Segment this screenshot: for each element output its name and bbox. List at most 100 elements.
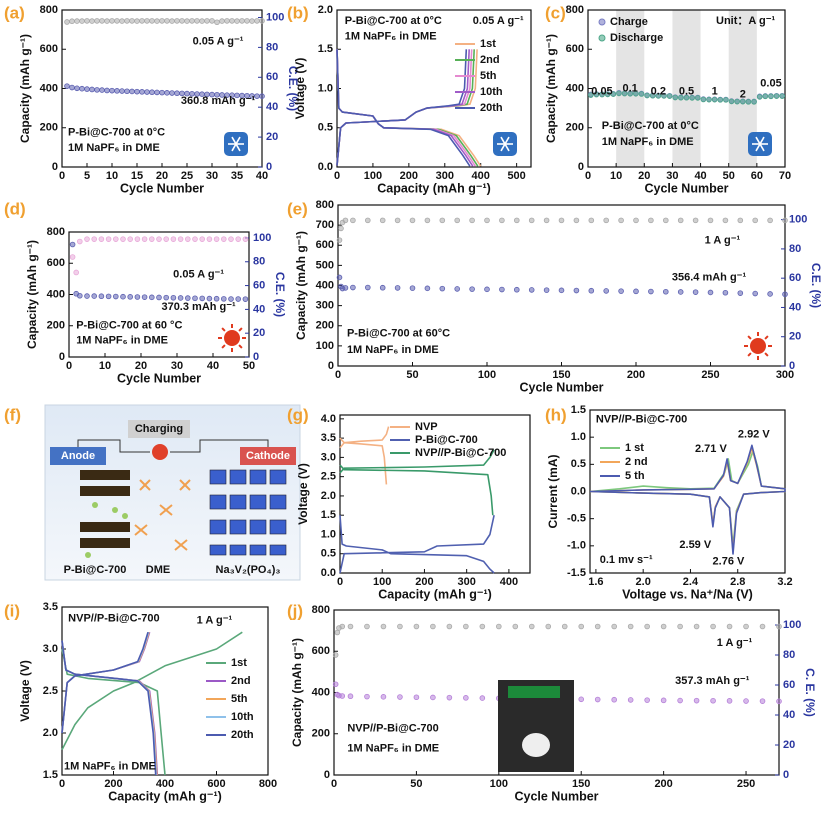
data-point [159, 18, 165, 24]
electrolyte: DME [146, 564, 170, 576]
y-tick-label: 800 [47, 226, 65, 238]
anode-box [50, 447, 106, 465]
data-point [89, 86, 95, 93]
x-tick-label: 0 [585, 170, 591, 182]
data-point [342, 217, 349, 224]
data-point [496, 623, 502, 630]
x-axis-title: Capacity (mAh g⁻¹) [378, 587, 492, 601]
data-point [235, 236, 242, 242]
y-tick-label: 200 [566, 122, 584, 134]
x-axis-title: Capacity (mAh g⁻¹) [377, 181, 491, 195]
data-point [74, 85, 80, 92]
data-point [644, 92, 650, 99]
x-tick-label: 200 [627, 369, 645, 381]
data-point [163, 236, 170, 242]
data-point [119, 18, 125, 24]
x-tick-label: 100 [364, 170, 382, 182]
data-point [144, 89, 150, 95]
cathode-crystals [209, 469, 287, 556]
y2-tick-label: 0 [253, 351, 259, 363]
data-point [69, 241, 76, 248]
data-point [99, 18, 105, 24]
data-point [209, 18, 215, 24]
annotation: 0.2 [651, 86, 666, 98]
data-point [603, 288, 609, 294]
heat-icon [750, 338, 766, 354]
data-point [235, 296, 242, 302]
heat-icon-ray [747, 335, 752, 340]
cathode-box [240, 447, 296, 465]
y-tick-label: 1.0 [321, 528, 336, 540]
data-point [185, 295, 191, 301]
data-point [228, 236, 234, 242]
annotation: 360.8 mAh g⁻¹ [181, 95, 256, 107]
data-point [89, 18, 95, 24]
panel-label: (f) [4, 405, 21, 424]
legend-label: 2 nd [625, 456, 648, 468]
panel-label: (g) [287, 405, 309, 424]
data-point [259, 93, 265, 99]
y2-tick-label: 20 [253, 327, 265, 339]
annotation: 2.59 V [679, 539, 711, 551]
data-point [499, 217, 505, 224]
data-point [154, 18, 160, 24]
plug-icon [152, 444, 168, 460]
data-point [206, 295, 213, 302]
annotation: 1 A g⁻¹ [197, 614, 233, 626]
data-point [513, 286, 520, 293]
x-tick-label: 25 [181, 170, 193, 182]
y2-tick-label: 80 [789, 243, 801, 255]
data-point [734, 98, 740, 105]
data-point [484, 217, 490, 224]
data-point [633, 217, 639, 224]
data-point [717, 97, 724, 103]
y-tick-label: 2.5 [43, 685, 58, 697]
data-point [249, 18, 255, 24]
y-tick-label: 400 [316, 279, 334, 291]
data-point [611, 696, 617, 703]
x-tick-label: 0 [335, 369, 341, 381]
data-point [379, 284, 386, 291]
y-tick-label: 0 [578, 161, 584, 173]
data-point [588, 287, 595, 294]
dme-molecules [134, 479, 191, 551]
data-point [677, 697, 683, 704]
data-point [616, 90, 622, 97]
data-point [184, 18, 190, 24]
annotation: 0.5 [679, 86, 694, 98]
y-axis-title: Voltage (V) [18, 660, 32, 722]
data-point [618, 217, 624, 224]
heat-icon-ray [221, 327, 226, 332]
y-tick-label: 3.0 [321, 451, 336, 463]
legend-label: 5th [231, 693, 248, 705]
x-tick-label: 2.8 [730, 576, 745, 588]
data-point [149, 294, 155, 301]
data-point [528, 623, 535, 630]
data-point [463, 695, 469, 701]
x-tick-label: 400 [472, 170, 490, 182]
data-point [627, 623, 634, 630]
legend-label: 5th [480, 70, 497, 82]
y-tick-label: 3.5 [43, 601, 58, 613]
data-point [347, 693, 354, 700]
data-point [618, 288, 624, 294]
legend-label: 10th [231, 711, 254, 723]
data-point [512, 623, 519, 630]
x-tick-label: 200 [654, 778, 672, 790]
data-point [693, 697, 700, 704]
data-point [179, 18, 185, 24]
data-point [221, 236, 227, 242]
data-point [91, 293, 97, 299]
data-point [454, 217, 461, 224]
y2-tick-label: 100 [789, 214, 807, 226]
y-tick-label: 0.0 [571, 485, 586, 497]
data-point [199, 236, 206, 242]
data-point [397, 694, 403, 700]
annotation: 0.1 mv s⁻¹ [600, 554, 653, 566]
y2-tick-label: 40 [783, 709, 795, 721]
y-tick-label: 0.0 [318, 161, 333, 173]
data-point [543, 217, 550, 224]
wire [170, 439, 269, 453]
data-point [364, 217, 371, 224]
data-point [660, 697, 667, 704]
